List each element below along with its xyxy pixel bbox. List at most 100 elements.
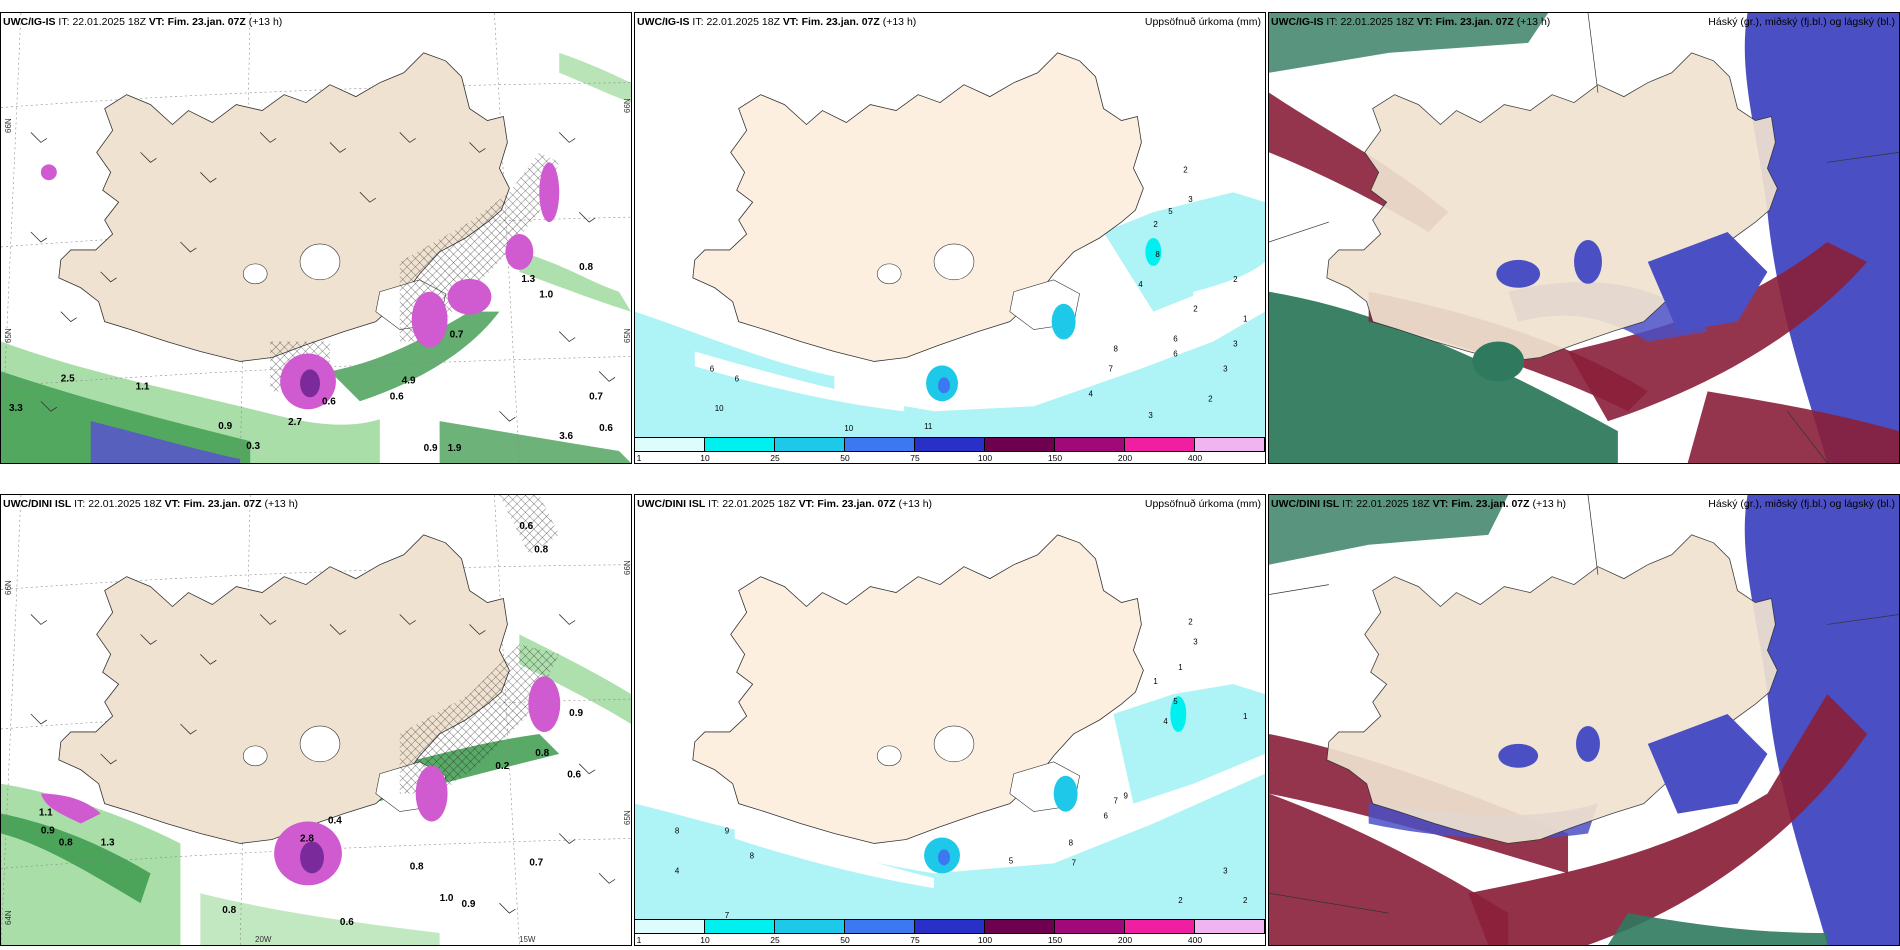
precip-value: 4	[675, 866, 680, 875]
precip-value: 4	[1163, 717, 1168, 726]
precip-value: 3	[1193, 637, 1198, 646]
lon-label-15w: 15W	[519, 935, 536, 944]
precip-value: 5	[1173, 697, 1178, 706]
precip-value: 3.3	[9, 403, 23, 414]
precip-value: 3	[1233, 340, 1238, 349]
map-panel-precip-ig-is: UWC/IG-IS IT: 22.01.2025 18Z VT: Fim. 23…	[634, 12, 1266, 464]
legend-swatch	[1055, 920, 1125, 933]
precip-value: 1.1	[136, 381, 150, 392]
legend-tick-label: 25	[770, 935, 780, 945]
lat-label-65n-right: 65N	[623, 810, 632, 825]
legend-swatch	[985, 438, 1055, 451]
legend-swatch	[1195, 920, 1265, 933]
panel-subtitle: Háský (gr.), miðský (fj.bl.) og lágský (…	[1708, 16, 1895, 28]
precip-value: 4	[1089, 389, 1094, 398]
legend-tick-label: 200	[1117, 935, 1133, 945]
precip-value: 0.7	[529, 857, 543, 868]
panel-header: UWC/DINI ISL IT: 22.01.2025 18Z VT: Fim.…	[1271, 498, 1567, 510]
legend-tick-label: 25	[770, 453, 780, 463]
precip-value: 0.4	[328, 816, 342, 827]
precip-value: 0.9	[424, 443, 438, 454]
precip-value: 2.8	[300, 833, 314, 844]
legend-swatch	[845, 920, 915, 933]
precip-value: 9	[1123, 792, 1128, 801]
precip-value: 1.0	[440, 893, 454, 904]
precip-value: 1	[1243, 712, 1248, 721]
precip-value: 0.9	[41, 826, 55, 837]
legend-tick-label: 75	[910, 935, 920, 945]
precip-value: 6	[735, 374, 740, 383]
cloud-cover-map	[1269, 13, 1899, 463]
precip-value: 0.7	[450, 330, 464, 341]
precip-value: 0.8	[534, 545, 548, 556]
legend-swatch	[985, 920, 1055, 933]
precip-value: 3	[1223, 364, 1228, 373]
legend-tick-label: 10	[700, 935, 710, 945]
wind-precip-map: 0.6 0.8 0.9 1.1 0.8 1.3 0.9 0.8 0.6 0.2 …	[1, 495, 631, 945]
accumulated-precip-map: 2 3 2 5 8 4 2 6 7 8 4 6 3 2 6 3 10 11 10…	[635, 13, 1265, 463]
legend-tick-label: 75	[910, 453, 920, 463]
precip-value: 2	[1188, 617, 1193, 626]
legend-tick-label: 1	[636, 453, 642, 463]
precip-value: 2	[1178, 896, 1183, 905]
precip-value: 0.6	[390, 391, 404, 402]
wind-precip-map: 3.3 2.5 1.1 0.7 0.6 4.9 1.3 2.7 0.6 0.3 …	[1, 13, 631, 463]
legend-tick-label: 1	[636, 935, 642, 945]
precip-value: 0.3	[246, 441, 260, 452]
legend-swatch	[1125, 438, 1195, 451]
panel-header: UWC/IG-IS IT: 22.01.2025 18Z VT: Fim. 23…	[3, 16, 283, 28]
legend-color-bar	[635, 437, 1265, 452]
precip-value: 0.2	[495, 761, 509, 772]
legend-swatch	[775, 920, 845, 933]
precip-value: 5	[1009, 856, 1014, 865]
precip-value: 0.7	[589, 391, 603, 402]
precip-value: 0.6	[567, 770, 581, 781]
legend-swatch	[1125, 920, 1195, 933]
precip-value: 8	[1069, 838, 1074, 847]
map-panel-precip-dini: UWC/DINI ISL IT: 22.01.2025 18Z VT: Fim.…	[634, 494, 1266, 946]
precip-value: 2	[1183, 165, 1188, 174]
precip-value: 3	[1188, 195, 1193, 204]
precip-value: 7	[1113, 797, 1118, 806]
precip-value: 8	[750, 851, 755, 860]
precip-value: 0.9	[462, 899, 476, 910]
legend-tick-label: 100	[977, 453, 993, 463]
legend-tick-label: 400	[1187, 935, 1203, 945]
map-panel-clouds-ig-is: UWC/IG-IS IT: 22.01.2025 18Z VT: Fim. 23…	[1268, 12, 1900, 464]
precip-value: 0.9	[569, 708, 583, 719]
precip-value: 10	[844, 424, 853, 433]
precip-value: 0.6	[599, 423, 613, 434]
precip-value: 0.6	[340, 917, 354, 928]
legend-swatch	[705, 920, 775, 933]
legend-tick-label: 200	[1117, 453, 1133, 463]
panel-header: UWC/DINI ISL IT: 22.01.2025 18Z VT: Fim.…	[3, 498, 299, 510]
precip-value: 6	[1173, 349, 1178, 358]
legend-swatch	[775, 438, 845, 451]
precip-value: 2	[1153, 220, 1158, 229]
precip-value: 6	[1104, 812, 1109, 821]
panel-subtitle: Uppsöfnuð úrkoma (mm)	[1144, 16, 1261, 28]
precip-value: 10	[715, 404, 724, 413]
legend-tick-label: 150	[1047, 453, 1063, 463]
legend-swatch	[845, 438, 915, 451]
map-panel-wind-precip-ig-is: UWC/IG-IS IT: 22.01.2025 18Z VT: Fim. 23…	[0, 12, 632, 464]
lat-label-66n: 66N	[4, 580, 13, 595]
precip-value: 2	[1243, 896, 1248, 905]
precip-value: 8	[1155, 250, 1160, 259]
panel-header: UWC/DINI ISL IT: 22.01.2025 18Z VT: Fim.…	[637, 498, 933, 510]
precip-value: 8	[675, 827, 680, 836]
lon-label-20w: 20W	[255, 935, 272, 944]
precip-value: 1.3	[521, 274, 535, 285]
precip-value: 8	[1113, 345, 1118, 354]
panel-subtitle: Háský (gr.), miðský (fj.bl.) og lágský (…	[1708, 498, 1895, 510]
precip-value: 11	[924, 422, 933, 431]
precip-value: 2.7	[288, 417, 302, 428]
legend-tick-label: 400	[1187, 453, 1203, 463]
lat-label-65n: 65N	[4, 328, 13, 343]
precip-value: 2	[1193, 305, 1198, 314]
precip-value: 1.1	[39, 808, 53, 819]
legend-tick-label: 100	[977, 935, 993, 945]
precip-value: 0.9	[218, 421, 232, 432]
precip-legend: 1 10 25 50 75 100 150 200 400	[635, 437, 1265, 463]
precip-value: 9	[725, 827, 730, 836]
